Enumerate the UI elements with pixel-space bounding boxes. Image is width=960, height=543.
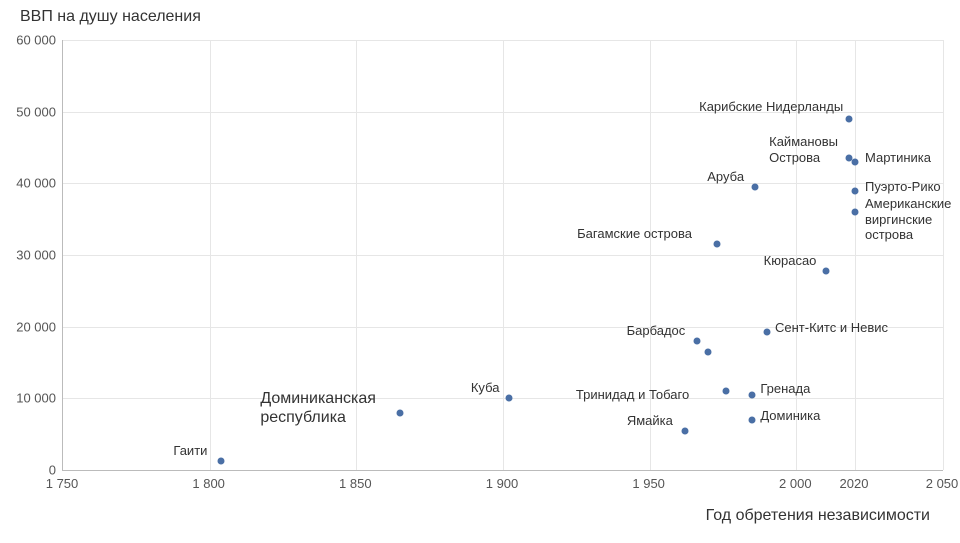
gridline-h xyxy=(63,398,943,399)
data-point xyxy=(764,329,771,336)
data-point xyxy=(749,391,756,398)
data-point xyxy=(681,427,688,434)
y-tick-label: 60 000 xyxy=(12,33,56,48)
x-tick-label: 2 050 xyxy=(926,476,959,491)
data-label: Карибские Нидерланды xyxy=(699,99,843,115)
x-axis-title: Год обретения независимости xyxy=(706,507,930,525)
data-label: Тринидад и Тобаго xyxy=(576,387,689,403)
data-point xyxy=(397,409,404,416)
data-point xyxy=(852,158,859,165)
x-tick-label: 1 950 xyxy=(632,476,665,491)
data-label: Американскиевиргинскиеострова xyxy=(865,196,951,243)
gridline-v xyxy=(943,40,944,470)
data-label: Багамские острова xyxy=(577,226,692,242)
y-tick-label: 20 000 xyxy=(12,319,56,334)
data-point xyxy=(852,187,859,194)
y-tick-label: 50 000 xyxy=(12,104,56,119)
data-label: Пуэрто-Рико xyxy=(865,179,941,195)
data-point xyxy=(693,338,700,345)
y-tick-label: 30 000 xyxy=(12,248,56,263)
plot-area: Гаити Доминиканскаяреспублика Куба Ямайка Тр… xyxy=(62,40,943,471)
data-label: Доминика xyxy=(760,408,820,424)
data-point xyxy=(705,348,712,355)
data-label: КаймановыОстрова xyxy=(769,134,838,165)
data-label: Гренада xyxy=(760,381,810,397)
data-point xyxy=(722,388,729,395)
x-tick-label: 1 800 xyxy=(192,476,225,491)
y-tick-label: 10 000 xyxy=(12,391,56,406)
y-tick-label: 40 000 xyxy=(12,176,56,191)
y-tick-label: 0 xyxy=(12,463,56,478)
data-label: Куба xyxy=(471,380,500,396)
data-label: Кюрасао xyxy=(764,253,817,269)
y-axis-title: ВВП на душу населения xyxy=(20,8,201,26)
x-tick-label: 1 850 xyxy=(339,476,372,491)
data-point xyxy=(822,267,829,274)
data-label: Доминиканскаяреспублика xyxy=(260,389,376,427)
data-point xyxy=(752,183,759,190)
data-point xyxy=(505,395,512,402)
scatter-chart: ВВП на душу населения Гаити Доминиканская… xyxy=(0,0,960,543)
data-point xyxy=(749,416,756,423)
data-point xyxy=(218,458,225,465)
data-label: Мартиника xyxy=(865,150,931,166)
x-tick-label: 1 900 xyxy=(486,476,519,491)
data-point xyxy=(714,241,721,248)
data-label: Сент-Китс и Невис xyxy=(775,320,888,336)
data-point xyxy=(846,115,853,122)
x-tick-label: 1 750 xyxy=(46,476,79,491)
x-tick-label: 2 000 xyxy=(779,476,812,491)
x-tick-label: 2020 xyxy=(840,476,869,491)
gridline-h xyxy=(63,40,943,41)
data-point xyxy=(852,209,859,216)
data-label: Гаити xyxy=(173,443,207,459)
data-label: Ямайка xyxy=(627,413,673,429)
data-point xyxy=(846,155,853,162)
data-label: Аруба xyxy=(707,169,744,185)
gridline-h xyxy=(63,183,943,184)
data-label: Барбадос xyxy=(627,323,686,339)
